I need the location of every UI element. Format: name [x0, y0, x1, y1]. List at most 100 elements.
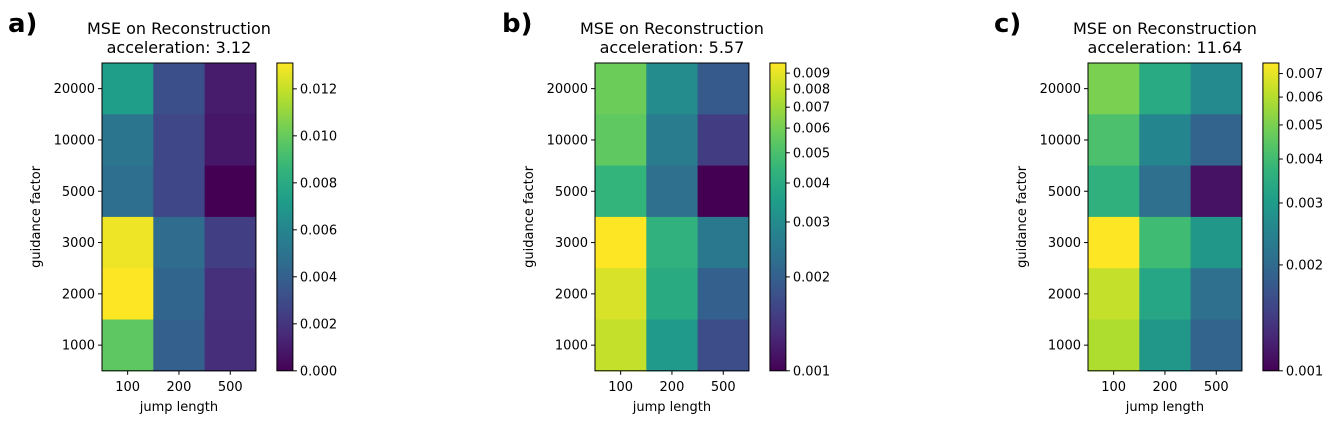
- panel-label: a): [8, 9, 37, 39]
- heatmap-cell: [153, 319, 206, 372]
- heatmap-cell: [697, 114, 750, 167]
- colorbar-tick-label: 0.006: [1286, 91, 1323, 106]
- heatmap-cell: [1088, 216, 1140, 269]
- chart-subtitle: acceleration: 5.57: [600, 38, 745, 57]
- colorbar-frame: [276, 62, 294, 372]
- heatmap-cell: [204, 165, 257, 218]
- y-tick-label: 3000: [1048, 236, 1081, 251]
- heatmap-cell: [697, 216, 750, 269]
- heatmap-cell: [1139, 268, 1192, 321]
- y-tick-label: 2000: [555, 287, 588, 302]
- y-tick-label: 2000: [62, 287, 95, 302]
- heatmap-cell: [595, 319, 647, 372]
- colorbar-frame: [769, 62, 787, 372]
- colorbar-tick-label: 0.012: [300, 82, 337, 97]
- heatmap-cell: [1190, 165, 1243, 218]
- y-tick-label: 1000: [555, 339, 588, 354]
- y-axis-label: guidance factor: [1015, 165, 1030, 268]
- heatmap-cell: [1088, 268, 1140, 321]
- heatmap-cell: [697, 319, 750, 372]
- chart-title: MSE on Reconstruction: [1073, 19, 1257, 38]
- colorbar-tick-label: 0.007: [793, 101, 830, 116]
- colorbar-tick-label: 0.005: [1286, 118, 1323, 133]
- colorbar-tick-label: 0.002: [793, 270, 830, 285]
- colorbar-tick-label: 0.009: [793, 67, 830, 82]
- heatmap-cell: [595, 165, 647, 218]
- heatmap-cell: [646, 319, 699, 372]
- x-tick-label: 100: [1101, 380, 1126, 395]
- colorbar-tick-label: 0.008: [793, 83, 830, 98]
- panel-label: c): [994, 9, 1021, 39]
- heatmap-cell: [1190, 216, 1243, 269]
- colorbar-tick-label: 0.004: [300, 270, 337, 285]
- heatmap-cell: [697, 268, 750, 321]
- heatmap-cell: [153, 114, 206, 167]
- heatmap-cell: [1139, 165, 1192, 218]
- colorbar: [769, 63, 786, 371]
- heatmap-cell: [1190, 114, 1243, 167]
- heatmap-cell: [1190, 63, 1243, 115]
- heatmap-cell: [1190, 319, 1243, 372]
- heatmap-cell: [646, 216, 699, 269]
- chart-subtitle: acceleration: 3.12: [107, 38, 252, 57]
- x-tick-label: 500: [218, 380, 243, 395]
- colorbar-tick-label: 0.005: [793, 146, 830, 161]
- heatmap-cell: [646, 114, 699, 167]
- heatmap-cell: [102, 165, 154, 218]
- heatmap-cell: [1088, 63, 1140, 115]
- y-tick-label: 10000: [54, 133, 95, 148]
- heatmap-cell: [102, 319, 154, 372]
- x-tick-label: 200: [167, 380, 192, 395]
- y-tick-label: 5000: [1048, 185, 1081, 200]
- y-tick-label: 5000: [62, 185, 95, 200]
- heatmap-cell: [1139, 216, 1192, 269]
- heatmap-cell: [204, 63, 257, 115]
- y-tick-label: 10000: [547, 133, 588, 148]
- heatmap-cell: [153, 63, 206, 115]
- heatmap-cell: [697, 165, 750, 218]
- x-axis-label: jump length: [1125, 400, 1204, 415]
- y-tick-label: 3000: [555, 236, 588, 251]
- y-tick-label: 5000: [555, 185, 588, 200]
- heatmap-cell: [1139, 63, 1192, 115]
- heatmap-cell: [1088, 319, 1140, 372]
- x-axis-label: jump length: [632, 400, 711, 415]
- colorbar-tick-label: 0.006: [300, 223, 337, 238]
- heatmap-cell: [646, 165, 699, 218]
- x-tick-label: 200: [660, 380, 685, 395]
- heatmap-cell: [646, 63, 699, 115]
- heatmap-cell: [1139, 114, 1192, 167]
- y-tick-label: 1000: [62, 339, 95, 354]
- panel-label: b): [502, 9, 533, 39]
- heatmap-cell: [204, 268, 257, 321]
- x-tick-label: 100: [608, 380, 633, 395]
- heatmap-cell: [204, 319, 257, 372]
- heatmap-cell: [1088, 165, 1140, 218]
- colorbar-tick-label: 0.004: [1286, 153, 1323, 168]
- heatmap-cell: [204, 114, 257, 167]
- heatmap-cell: [153, 268, 206, 321]
- x-axis-label: jump length: [139, 400, 218, 415]
- heatmap-cell: [595, 268, 647, 321]
- heatmap-cell: [102, 216, 154, 269]
- y-tick-label: 2000: [1048, 287, 1081, 302]
- colorbar: [276, 63, 293, 371]
- heatmap-cell: [1088, 114, 1140, 167]
- heatmap-cell: [153, 216, 206, 269]
- chart-title: MSE on Reconstruction: [87, 19, 271, 38]
- y-tick-label: 3000: [62, 236, 95, 251]
- y-tick-label: 10000: [1040, 133, 1081, 148]
- y-tick-label: 20000: [54, 82, 95, 97]
- colorbar-tick-label: 0.001: [793, 364, 830, 379]
- heatmap-cell: [646, 268, 699, 321]
- heatmap-cell: [1139, 319, 1192, 372]
- x-tick-label: 100: [115, 380, 140, 395]
- y-tick-label: 1000: [1048, 339, 1081, 354]
- heatmap-cell: [595, 216, 647, 269]
- y-tick-label: 20000: [1040, 82, 1081, 97]
- chart-subtitle: acceleration: 11.64: [1088, 38, 1243, 57]
- heatmap-cell: [102, 63, 154, 115]
